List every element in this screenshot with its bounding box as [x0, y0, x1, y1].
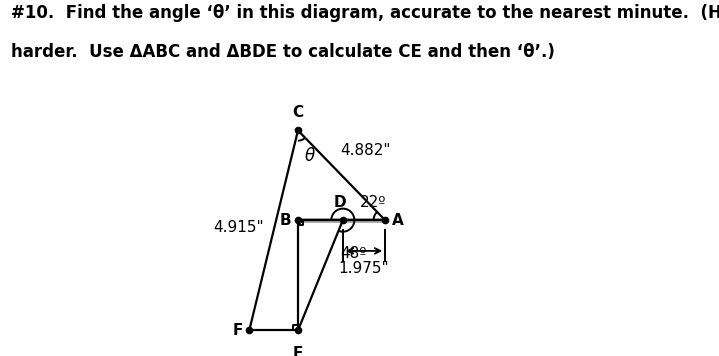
Text: 4.882": 4.882": [340, 143, 390, 158]
Text: B: B: [280, 213, 292, 227]
Text: harder.  Use ΔABC and ΔBDE to calculate CE and then ‘θ’.): harder. Use ΔABC and ΔBDE to calculate C…: [11, 43, 554, 61]
Text: 48º: 48º: [340, 246, 367, 261]
Text: F: F: [232, 323, 243, 338]
Text: 1.975": 1.975": [339, 261, 389, 276]
Text: D: D: [334, 195, 347, 210]
Text: E: E: [293, 346, 303, 356]
Text: θ: θ: [304, 147, 314, 165]
Text: #10.  Find the angle ‘θ’ in this diagram, accurate to the nearest minute.  (Hint: #10. Find the angle ‘θ’ in this diagram,…: [11, 4, 719, 22]
Text: 4.915": 4.915": [213, 220, 263, 235]
Text: A: A: [392, 213, 403, 227]
Text: 22º: 22º: [360, 195, 386, 210]
Text: C: C: [293, 105, 303, 120]
